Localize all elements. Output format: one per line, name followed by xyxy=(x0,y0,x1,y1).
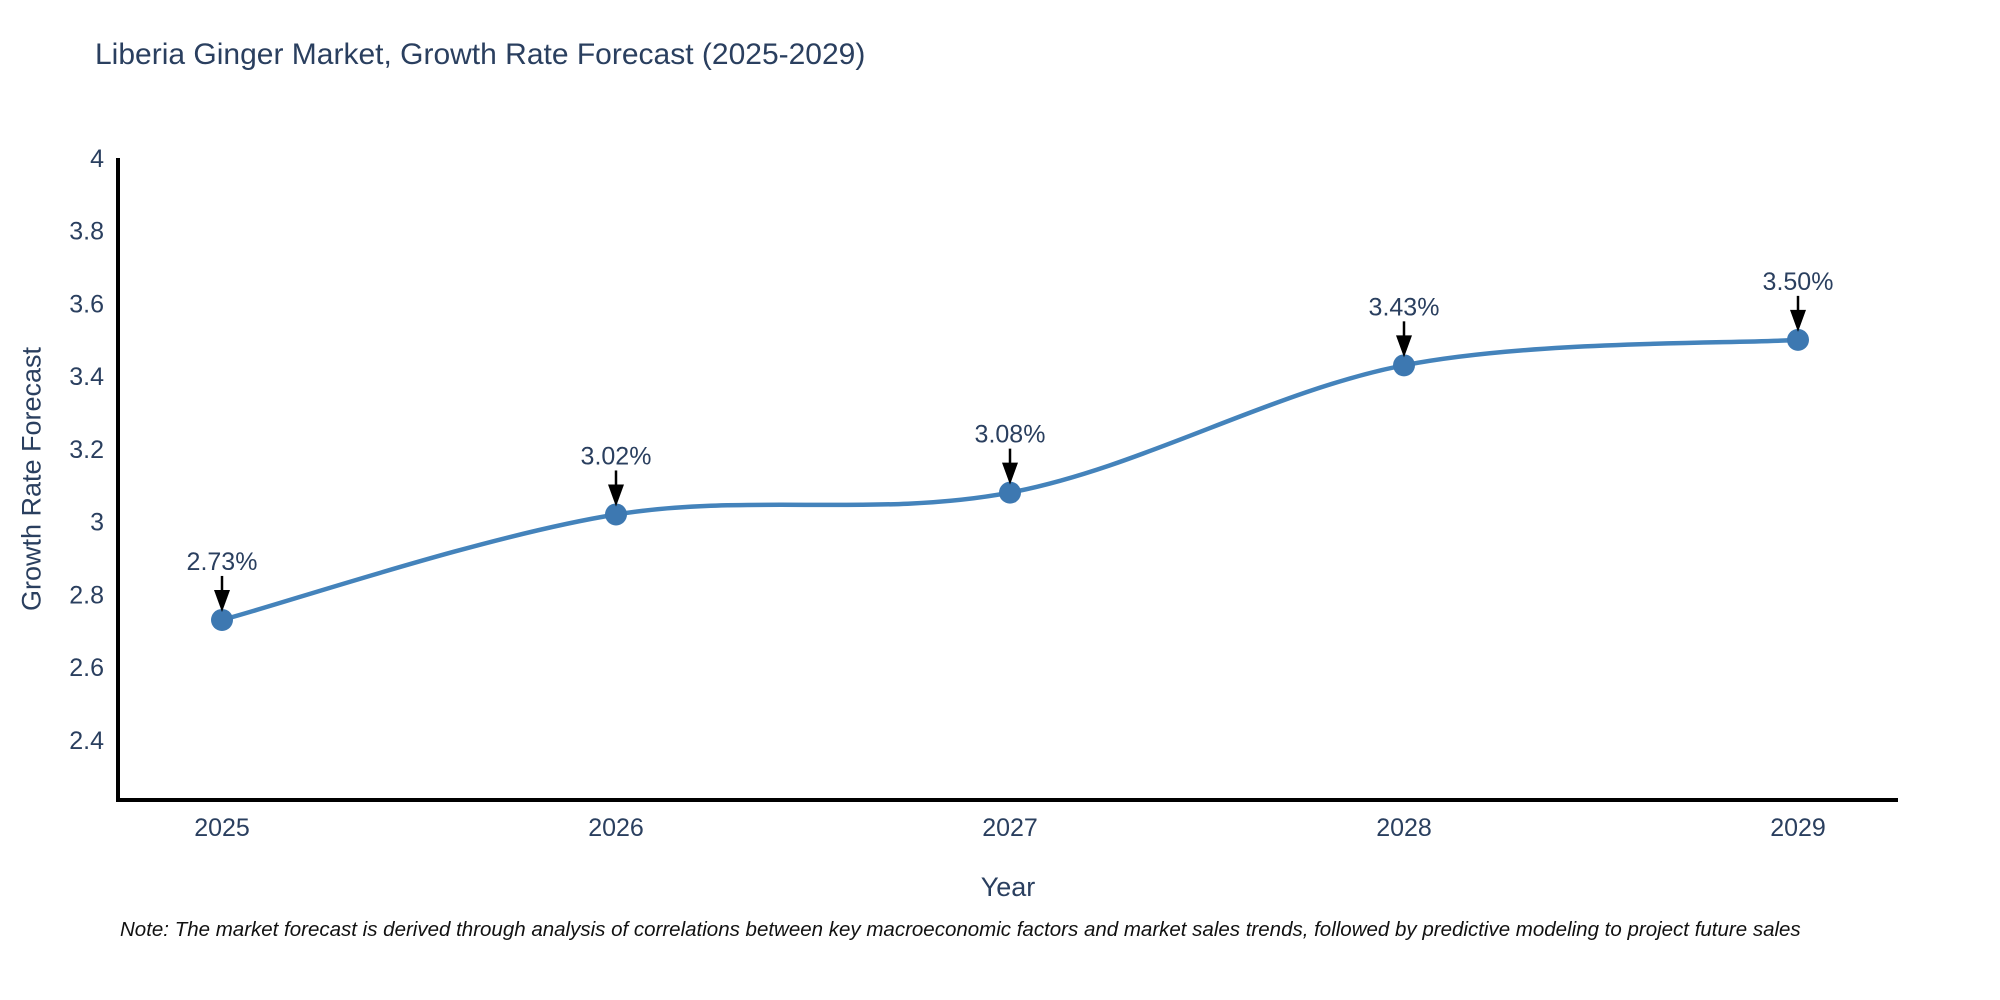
data-point-marker xyxy=(1393,354,1415,377)
y-axis-title: Growth Rate Forecast xyxy=(16,346,47,612)
data-point-marker xyxy=(211,608,233,631)
data-point-markers xyxy=(211,328,1809,631)
annotation-label: 3.50% xyxy=(1763,268,1834,296)
growth-rate-line-chart: 2.4 2.6 2.8 3 3.2 3.4 3.6 3.8 4 2025 2026 2027 2028… xyxy=(69,145,1898,842)
y-tick-label: 3.4 xyxy=(69,363,104,391)
x-tick-label: 2026 xyxy=(588,814,644,842)
annotation-label: 3.43% xyxy=(1369,293,1440,321)
data-point-marker xyxy=(605,503,627,526)
x-tick-label: 2029 xyxy=(1770,814,1826,842)
footnote: Note: The market forecast is derived thr… xyxy=(120,918,1801,941)
y-tick-label: 2.8 xyxy=(69,581,104,609)
axes xyxy=(116,158,1898,802)
point-annotations: 2.73% 3.02% 3.08% 3.43% 3.50% xyxy=(187,268,1834,612)
annotation-arrowhead xyxy=(608,484,624,507)
x-tick-label: 2028 xyxy=(1376,814,1432,842)
y-tick-label: 3.6 xyxy=(69,290,104,318)
data-point-marker xyxy=(999,481,1021,504)
y-tick-label: 2.4 xyxy=(69,727,104,755)
annotation-arrowhead xyxy=(1002,462,1018,485)
y-tick-label: 3.2 xyxy=(69,436,104,464)
data-point-marker xyxy=(1787,328,1809,351)
y-tick-labels: 2.4 2.6 2.8 3 3.2 3.4 3.6 3.8 4 xyxy=(69,145,104,755)
y-tick-label: 2.6 xyxy=(69,654,104,682)
y-tick-label: 4 xyxy=(90,145,104,173)
annotation-label: 2.73% xyxy=(187,548,258,576)
annotation-label: 3.02% xyxy=(581,442,652,470)
x-tick-label: 2027 xyxy=(982,814,1038,842)
y-tick-label: 3 xyxy=(90,509,104,537)
x-tick-labels: 2025 2026 2027 2028 2029 xyxy=(194,814,1826,842)
annotation-arrowhead xyxy=(214,589,230,612)
annotation-arrowhead xyxy=(1396,335,1412,358)
annotation-arrowhead xyxy=(1790,309,1806,332)
x-tick-label: 2025 xyxy=(194,814,250,842)
x-axis-title: Year xyxy=(980,872,1036,902)
chart-title: Liberia Ginger Market, Growth Rate Forec… xyxy=(95,38,866,71)
y-tick-label: 3.8 xyxy=(69,218,104,246)
annotation-label: 3.08% xyxy=(975,421,1046,449)
